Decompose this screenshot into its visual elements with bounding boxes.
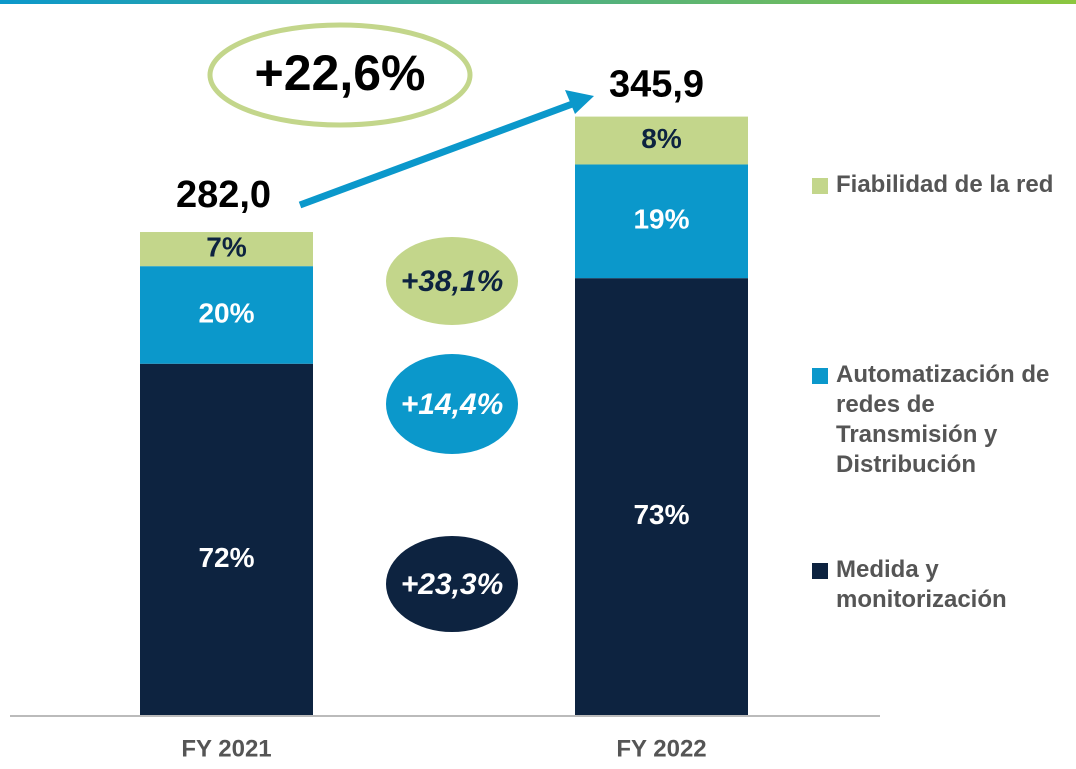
annotation-bubble	[207, 22, 473, 128]
segment-label: 19%	[633, 204, 689, 235]
x-tick-label: FY 2021	[181, 735, 271, 762]
annotation: +22,6%	[255, 45, 426, 101]
x-tick-label: FY 2022	[616, 735, 706, 762]
bar-segment	[575, 278, 748, 715]
legend-swatch	[812, 563, 828, 579]
annotation: +38,1%	[401, 265, 504, 298]
segment-label: 7%	[206, 231, 247, 262]
annotation: +23,3%	[401, 568, 504, 601]
segment-label: 8%	[641, 123, 682, 154]
growth-arrow	[298, 99, 577, 209]
legend-label: Automatización de redes de Transmisión y…	[836, 361, 1050, 478]
segment-label: 72%	[198, 542, 254, 573]
bar-segment	[140, 266, 313, 364]
annotation-bubble	[386, 536, 518, 632]
bar-segment	[575, 164, 748, 279]
annotation: +14,4%	[401, 388, 504, 421]
legend-label: Fiabilidad de la red	[836, 171, 1054, 198]
bar-segment	[575, 116, 748, 165]
segment-label: 20%	[198, 297, 254, 328]
arrow-head	[565, 90, 594, 114]
segment-label: 73%	[633, 499, 689, 530]
legend-item: Medida y monitorización	[812, 555, 1074, 615]
legend-item: Automatización de redes de Transmisión y…	[812, 360, 1074, 480]
legend-swatch	[812, 178, 828, 194]
legend-label: Medida y monitorización	[836, 556, 1007, 613]
annotation-bubble	[386, 354, 518, 454]
annotation-bubble	[386, 237, 518, 325]
total-label: 282,0	[176, 174, 271, 216]
top-rule	[0, 0, 1076, 4]
legend-item: Fiabilidad de la red	[812, 170, 1074, 200]
bar-segment	[140, 232, 313, 267]
bar-segment	[140, 363, 313, 715]
legend-swatch	[812, 368, 828, 384]
total-label: 345,9	[609, 64, 704, 106]
